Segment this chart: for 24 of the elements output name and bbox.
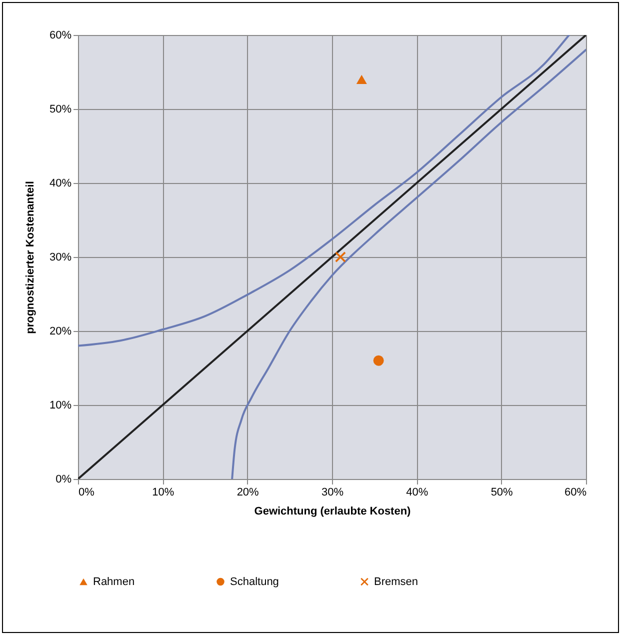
y-tick-label: 60% bbox=[49, 30, 72, 42]
y-tick-label: 30% bbox=[49, 252, 72, 264]
point bbox=[373, 355, 384, 366]
y-axis-title: prognostizierter Kostenanteil bbox=[24, 181, 36, 334]
x-tick-label: 0% bbox=[78, 486, 95, 498]
x-tick-label: 10% bbox=[152, 486, 174, 498]
legend-label: Rahmen bbox=[93, 576, 135, 588]
y-tick-label: 0% bbox=[56, 474, 72, 486]
legend-label: Schaltung bbox=[230, 576, 279, 588]
x-tick-label: 20% bbox=[236, 486, 260, 498]
y-tick-label: 20% bbox=[49, 326, 72, 338]
y-tick-label: 10% bbox=[49, 400, 72, 412]
y-tick-label: 40% bbox=[49, 178, 72, 190]
x-tick-label: 50% bbox=[490, 486, 514, 498]
point bbox=[335, 252, 346, 262]
point bbox=[356, 74, 367, 84]
x-axis-title: Gewichtung (erlaubte Kosten) bbox=[254, 506, 412, 518]
legend-label: Bremsen bbox=[374, 576, 418, 588]
x-tick-label: 40% bbox=[406, 486, 428, 498]
y-tick-label: 50% bbox=[49, 104, 72, 116]
line-series bbox=[78, 35, 570, 347]
x-tick-label: 30% bbox=[321, 486, 344, 498]
x-tick-label: 60% bbox=[564, 486, 587, 498]
line-series bbox=[231, 48, 586, 479]
